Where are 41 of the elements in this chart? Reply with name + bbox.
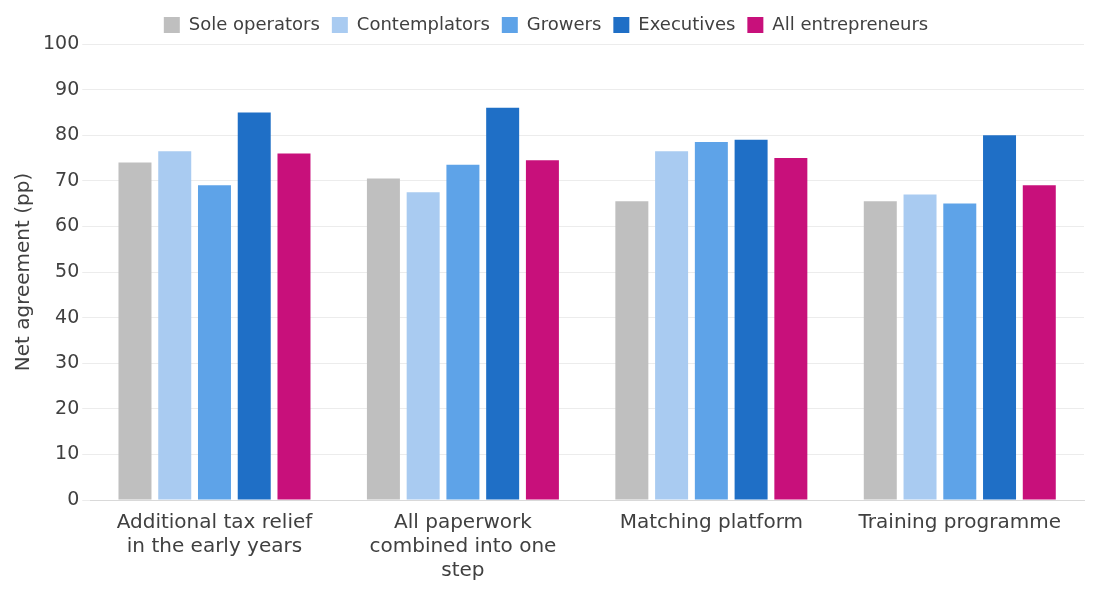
y-tick-label: 60 [55, 213, 80, 236]
x-tick-label: Matching platform [619, 509, 803, 534]
bar [943, 203, 977, 500]
y-tick-label: 100 [43, 30, 80, 53]
bar [446, 164, 480, 500]
y-tick-label: 40 [55, 304, 80, 327]
y-tick-label: 30 [55, 350, 80, 373]
bar [734, 139, 768, 500]
bar [615, 201, 649, 500]
y-axis-title: Net agreement (pp) [10, 172, 35, 372]
y-tick-label: 50 [55, 258, 80, 281]
bar [366, 178, 400, 500]
bar [694, 142, 728, 500]
legend-label: Executives [638, 12, 736, 34]
bar [1022, 185, 1056, 500]
y-tick-label: 0 [67, 486, 80, 509]
bar [655, 151, 689, 500]
bar [486, 107, 520, 500]
bar [197, 185, 231, 500]
legend-label: Contemplators [356, 12, 490, 34]
y-tick-label: 80 [55, 122, 80, 145]
bar [863, 201, 897, 500]
legend-label: Growers [526, 12, 602, 34]
y-tick-label: 70 [55, 167, 80, 190]
bar [406, 192, 440, 500]
x-tick-label: All paperwork combined into one step [369, 509, 557, 582]
legend-label: Sole operators [188, 12, 320, 34]
y-tick-label: 90 [55, 76, 80, 99]
bar [983, 135, 1017, 500]
bar [277, 153, 311, 500]
legend-label: All entrepreneurs [772, 12, 929, 34]
x-tick-label: Additional tax relief in the early years [116, 509, 314, 558]
bar [774, 158, 808, 500]
y-tick-label: 10 [55, 441, 80, 464]
bar [118, 162, 152, 500]
bar [525, 160, 559, 500]
bar [158, 151, 192, 500]
y-tick-label: 20 [55, 395, 80, 418]
bar [903, 194, 937, 500]
bar [237, 112, 271, 500]
x-tick-label: Training programme [857, 509, 1061, 534]
